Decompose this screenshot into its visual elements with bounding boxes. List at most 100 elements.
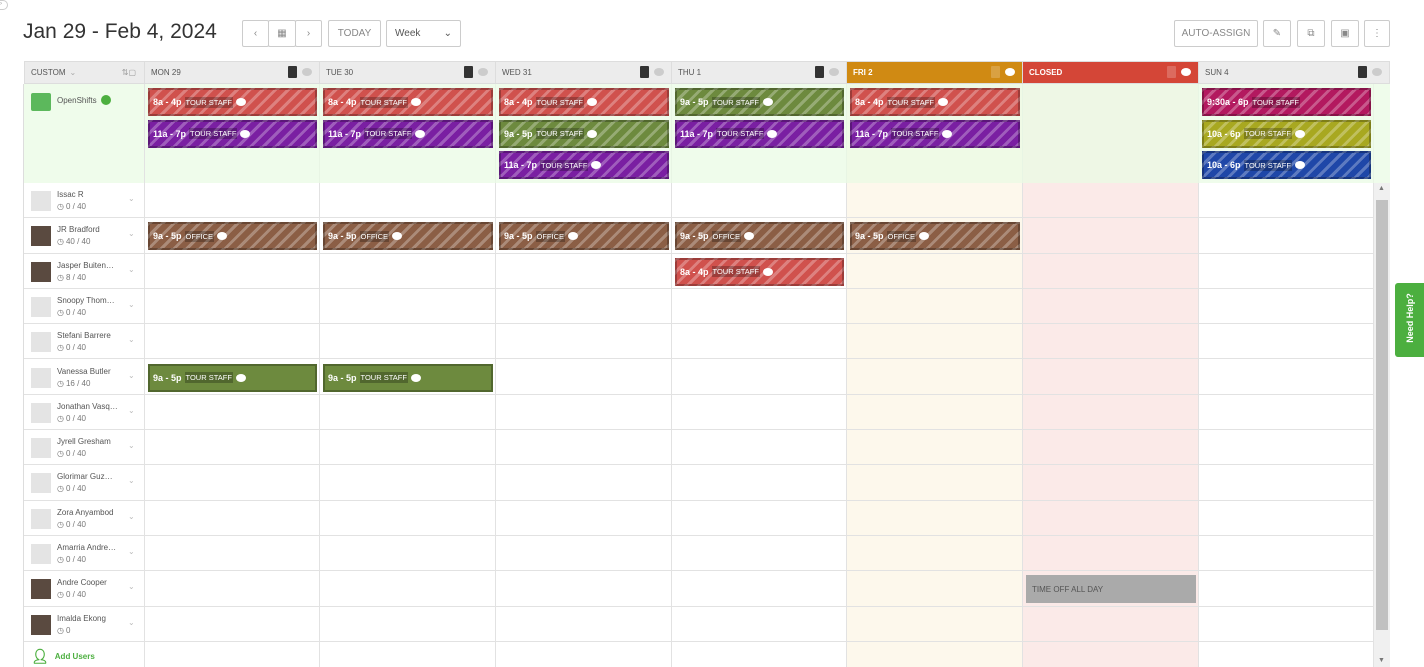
custom-sort-select[interactable]: CUSTOM	[31, 68, 66, 77]
notes-icon[interactable]	[1167, 66, 1176, 78]
shift-block[interactable]: 10a - 6p TOUR STAFF	[1202, 151, 1371, 179]
day-header[interactable]: SUN 4	[1199, 61, 1390, 84]
shift-block[interactable]: 9a - 5p OFFICE	[499, 222, 669, 251]
more-options-button[interactable]: ⋮	[1364, 20, 1390, 47]
shift-block[interactable]: 11a - 7p TOUR STAFF	[148, 119, 317, 148]
add-users-button[interactable]: 👤︎ Add Users	[31, 648, 95, 665]
day-header[interactable]: MON 29	[145, 61, 320, 84]
prev-week-button[interactable]: ‹	[242, 20, 269, 47]
day-header[interactable]: WED 31	[496, 61, 672, 84]
employee-info[interactable]: Zora Anyambod ◷ 0 / 40 ⌄	[24, 501, 145, 536]
time-off-block[interactable]: TIME OFF ALL DAY	[1026, 575, 1196, 604]
comment-icon[interactable]	[1372, 68, 1382, 76]
chevron-down-icon[interactable]: ⌄	[128, 511, 135, 521]
employee-info[interactable]: Imalda Ekong ◷ 0 ⌄	[24, 607, 145, 642]
chevron-down-icon[interactable]: ⌄	[128, 476, 135, 486]
chevron-down-icon[interactable]: ⌄	[128, 194, 135, 203]
scroll-up-icon[interactable]: ▲	[1378, 185, 1385, 192]
chevron-down-icon[interactable]: ⌄	[128, 370, 135, 380]
scroll-down-icon[interactable]: ▼	[1378, 657, 1385, 664]
comment-icon[interactable]	[654, 68, 664, 76]
employee-info[interactable]: Snoopy Thom… ◷ 0 / 40 ⌄	[24, 289, 145, 324]
view-select[interactable]: Week ⌄	[386, 20, 461, 47]
comment-icon[interactable]	[1005, 68, 1015, 76]
hours-value: 0 / 40	[65, 519, 86, 529]
shift-block[interactable]: 9:30a - 6p TOUR STAFF	[1202, 88, 1371, 116]
shift-block[interactable]: 9a - 5p OFFICE	[675, 222, 844, 251]
copy-button[interactable]: ⧉	[1297, 20, 1325, 47]
day-header[interactable]: THU 1	[672, 61, 847, 84]
shift-block[interactable]: 9a - 5p OFFICE	[850, 222, 1020, 251]
chevron-down-icon[interactable]: ⌄	[128, 405, 135, 415]
employee-info[interactable]: Vanessa Butler ◷ 16 / 40 ⌄	[24, 360, 145, 395]
day-header[interactable]: CLOSED	[1023, 61, 1199, 84]
shift-block[interactable]: 9a - 5p TOUR STAFF	[499, 119, 669, 148]
edit-button[interactable]: ✎	[1263, 20, 1291, 47]
employee-name: Issac R	[57, 190, 84, 199]
calendar-picker-button[interactable]: ▦	[268, 20, 296, 47]
avatar	[31, 438, 51, 459]
scrollbar[interactable]: ▲ ▼	[1374, 183, 1390, 667]
notes-icon[interactable]	[464, 66, 473, 78]
need-help-button[interactable]: Need Help?	[1395, 283, 1424, 357]
chevron-down-icon[interactable]: ⌄	[128, 299, 135, 309]
notes-icon[interactable]	[815, 66, 824, 78]
shift-block[interactable]: 10a - 6p TOUR STAFF	[1202, 119, 1371, 148]
employee-info[interactable]: Amarria Andre… ◷ 0 / 40 ⌄	[24, 536, 145, 571]
shift-block[interactable]: 9a - 5p OFFICE	[323, 222, 493, 251]
today-button[interactable]: TODAY	[328, 20, 381, 47]
chevron-down-icon[interactable]: ⌄	[128, 582, 135, 592]
clock-icon: ◷	[57, 625, 64, 635]
shift-block[interactable]: 11a - 7p TOUR STAFF	[850, 119, 1020, 148]
avatar	[31, 332, 51, 353]
shift-block[interactable]: 8a - 4p TOUR STAFF	[323, 88, 493, 116]
shift-block[interactable]: 11a - 7p TOUR STAFF	[675, 119, 844, 148]
shift-block[interactable]: 11a - 7p TOUR STAFF	[499, 151, 669, 179]
shift-block[interactable]: 8a - 4p TOUR STAFF	[675, 257, 844, 286]
day-header[interactable]: TUE 30	[320, 61, 496, 84]
employee-row	[24, 536, 1374, 572]
employee-info[interactable]: Jonathan Vasq… ◷ 0 / 40 ⌄	[24, 395, 145, 430]
sort-icon[interactable]: ⇅▢	[121, 68, 136, 77]
chevron-down-icon[interactable]: ⌄	[128, 547, 135, 556]
shift-block[interactable]: 8a - 4p TOUR STAFF	[148, 88, 317, 116]
chevron-down-icon[interactable]: ⌄	[128, 441, 135, 451]
shift-block[interactable]: 11a - 7p TOUR STAFF	[323, 119, 493, 148]
comment-icon[interactable]	[302, 68, 312, 76]
auto-assign-button[interactable]: AUTO-ASSIGN	[1174, 20, 1258, 47]
hours-value: 0	[65, 625, 71, 635]
notes-icon[interactable]	[288, 66, 297, 78]
shift-block[interactable]: 9a - 5p TOUR STAFF	[148, 363, 317, 392]
shift-block[interactable]: 8a - 4p TOUR STAFF	[499, 88, 669, 116]
employee-info[interactable]: Jyrell Gresham ◷ 0 / 40 ⌄	[24, 430, 145, 465]
chevron-down-icon[interactable]: ⌄	[128, 264, 135, 274]
publish-button[interactable]: ▣	[1331, 20, 1359, 47]
shift-block[interactable]: 9a - 5p TOUR STAFF	[323, 363, 493, 392]
chevron-down-icon[interactable]: ⌄	[128, 335, 135, 345]
comment-icon[interactable]	[1181, 68, 1191, 76]
open-shifts-label: OpenShifts	[24, 84, 145, 183]
comment-icon[interactable]	[478, 68, 488, 76]
chevron-down-icon[interactable]: ⌄	[128, 229, 135, 239]
clock-icon: ◷	[57, 378, 64, 388]
notes-icon[interactable]	[991, 66, 1000, 78]
shift-block[interactable]: 8a - 4p TOUR STAFF	[850, 88, 1020, 116]
scrollbar-thumb[interactable]	[1376, 200, 1388, 630]
shift-block[interactable]: 9a - 5p TOUR STAFF	[675, 88, 844, 116]
shift-time: 11a - 7p	[504, 160, 538, 170]
chevron-down-icon[interactable]: ⌄	[128, 617, 135, 627]
employee-info[interactable]: Jasper Buiten… ◷ 8 / 40 ⌄	[24, 254, 145, 289]
help-icon[interactable]	[101, 95, 111, 105]
employee-info[interactable]: Glorimar Guz… ◷ 0 / 40 ⌄	[24, 465, 145, 500]
employee-info[interactable]: Stefani Barrere ◷ 0 / 40 ⌄	[24, 324, 145, 359]
comment-icon[interactable]	[829, 68, 839, 76]
expand-sidebar-icon[interactable]: ›	[0, 0, 8, 10]
employee-info[interactable]: Issac R ◷ 0 / 40 ⌄	[24, 183, 145, 218]
shift-block[interactable]: 9a - 5p OFFICE	[148, 222, 317, 251]
employee-info[interactable]: JR Bradford ◷ 40 / 40 ⌄	[24, 218, 145, 253]
notes-icon[interactable]	[640, 66, 649, 78]
employee-info[interactable]: Andre Cooper ◷ 0 / 40 ⌄	[24, 571, 145, 606]
day-header[interactable]: FRI 2	[847, 61, 1023, 84]
next-week-button[interactable]: ›	[295, 20, 322, 47]
notes-icon[interactable]	[1358, 66, 1367, 78]
